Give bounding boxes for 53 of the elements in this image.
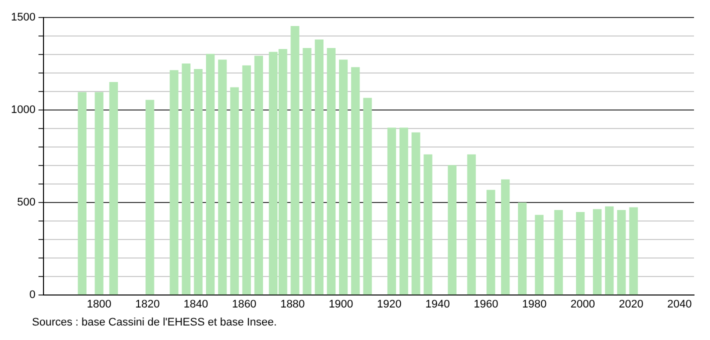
x-tick-label: 1820	[135, 298, 160, 310]
bar	[326, 48, 336, 295]
bar	[554, 210, 563, 295]
bar	[254, 56, 264, 295]
bar	[412, 132, 420, 295]
y-tick-label: 0	[29, 288, 36, 301]
bar	[78, 92, 86, 295]
x-tick-label: 1940	[425, 298, 450, 310]
x-tick-label: 1800	[86, 298, 112, 310]
x-tick-label: 1960	[474, 298, 498, 310]
bar	[339, 60, 348, 295]
bar	[146, 100, 154, 295]
bar	[448, 165, 456, 295]
bar	[486, 190, 496, 295]
bar	[617, 210, 626, 295]
bar	[387, 128, 396, 295]
bar	[170, 70, 178, 295]
bar	[605, 206, 614, 295]
y-tick-label: 1500	[10, 12, 36, 24]
bar	[206, 54, 215, 295]
bar	[424, 154, 432, 295]
y-tick-label: 1000	[10, 104, 36, 116]
x-tick-label: 1860	[232, 298, 256, 310]
bar	[501, 179, 510, 295]
bar	[109, 82, 118, 295]
x-tick-label: 2020	[618, 298, 644, 310]
bar	[230, 87, 239, 295]
x-tick-label: 1900	[328, 298, 354, 310]
bar	[290, 26, 300, 295]
bar	[302, 48, 312, 295]
bar	[314, 39, 324, 295]
bar	[629, 207, 638, 295]
bar	[194, 69, 203, 295]
bar	[399, 128, 408, 295]
x-tick-label: 1920	[377, 298, 402, 310]
bar	[351, 67, 360, 295]
bar	[592, 209, 602, 295]
source-note: Sources : base Cassini de l'EHESS et base Insee.	[32, 316, 277, 329]
bar	[182, 63, 190, 295]
bar	[218, 60, 227, 295]
bar	[94, 92, 104, 295]
x-tick-label: 1980	[522, 298, 547, 310]
bar	[518, 202, 527, 295]
x-tick-label: 2040	[667, 298, 692, 310]
bar	[467, 154, 476, 295]
bar	[534, 214, 544, 295]
x-tick-label: 2000	[570, 298, 595, 310]
bar	[363, 98, 372, 295]
x-tick-label: 1880	[280, 298, 305, 310]
x-tick-label: 1840	[184, 298, 208, 310]
y-tick-label: 500	[17, 196, 36, 208]
bar	[242, 65, 251, 295]
bar	[576, 212, 585, 295]
